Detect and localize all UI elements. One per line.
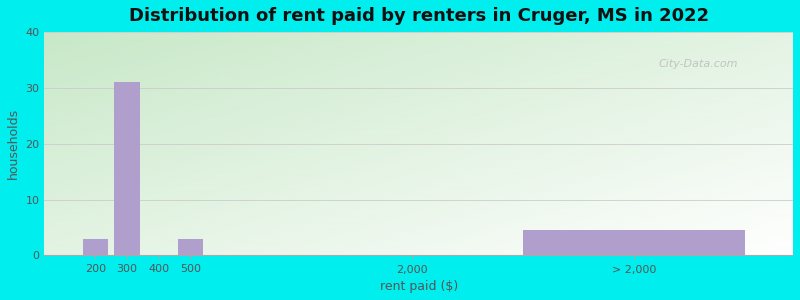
Bar xyxy=(523,230,746,256)
Bar xyxy=(114,82,140,256)
Y-axis label: households: households xyxy=(7,108,20,179)
Bar xyxy=(82,239,108,256)
X-axis label: rent paid ($): rent paid ($) xyxy=(380,280,458,293)
Bar xyxy=(178,239,203,256)
Title: Distribution of rent paid by renters in Cruger, MS in 2022: Distribution of rent paid by renters in … xyxy=(129,7,709,25)
Text: City-Data.com: City-Data.com xyxy=(658,59,738,69)
